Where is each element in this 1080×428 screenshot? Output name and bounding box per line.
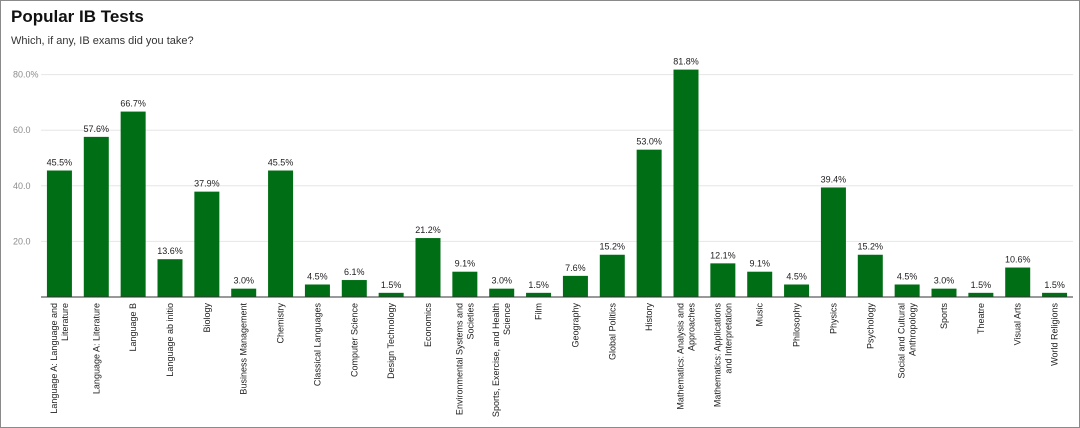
bar bbox=[83, 136, 109, 297]
bar bbox=[304, 284, 330, 297]
data-label: 1.5% bbox=[381, 280, 402, 290]
bar bbox=[820, 187, 846, 297]
data-label: 3.0% bbox=[491, 276, 512, 286]
category-label: Computer Science bbox=[349, 303, 359, 377]
category-label: Mathematics: Applicationsand Interpretat… bbox=[712, 303, 733, 408]
data-label: 3.0% bbox=[233, 276, 254, 286]
category-label: Economics bbox=[423, 303, 433, 348]
y-tick-label: 80.0% bbox=[13, 70, 39, 80]
bar bbox=[341, 280, 367, 297]
data-label: 57.6% bbox=[84, 124, 110, 134]
data-label: 66.7% bbox=[120, 99, 146, 109]
category-label: Language B bbox=[128, 303, 138, 352]
bar bbox=[46, 170, 72, 297]
bar bbox=[157, 259, 183, 297]
y-tick-label: 20.0 bbox=[13, 236, 31, 246]
chart-subtitle: Which, if any, IB exams did you take? bbox=[11, 35, 194, 47]
data-label: 37.9% bbox=[194, 179, 220, 189]
bar bbox=[378, 292, 404, 297]
bar bbox=[452, 271, 478, 297]
data-label: 81.8% bbox=[673, 57, 699, 67]
bar bbox=[120, 111, 146, 297]
category-label: Sports bbox=[939, 303, 949, 330]
bar bbox=[268, 170, 294, 297]
category-label: Philosophy bbox=[792, 303, 802, 348]
bar bbox=[636, 149, 662, 297]
bar bbox=[194, 191, 220, 297]
category-label: Psychology bbox=[865, 303, 875, 350]
category-label: Environmental Systems andSocieties bbox=[454, 303, 475, 416]
bar bbox=[415, 238, 441, 297]
category-label: Language A: Literature bbox=[91, 303, 101, 394]
bar bbox=[1005, 267, 1031, 297]
bar bbox=[1042, 292, 1068, 297]
data-label: 3.0% bbox=[934, 276, 955, 286]
data-label: 53.0% bbox=[636, 137, 662, 147]
data-label: 39.4% bbox=[821, 174, 847, 184]
category-label: Business Management bbox=[239, 303, 249, 395]
data-label: 4.5% bbox=[897, 271, 918, 281]
category-label: Biology bbox=[202, 303, 212, 333]
bar bbox=[562, 275, 588, 297]
bar bbox=[710, 263, 736, 297]
category-label: Language ab initio bbox=[165, 303, 175, 377]
bar bbox=[747, 271, 773, 297]
data-label: 7.6% bbox=[565, 263, 586, 273]
bar bbox=[526, 292, 552, 297]
data-label: 21.2% bbox=[415, 225, 441, 235]
category-label: Social and CulturalAnthropology bbox=[897, 303, 918, 379]
data-label: 13.6% bbox=[157, 246, 183, 256]
data-label: 4.5% bbox=[786, 271, 807, 281]
category-label: Design Technology bbox=[386, 303, 396, 379]
data-label: 15.2% bbox=[600, 242, 626, 252]
bar bbox=[599, 254, 625, 297]
chart-title: Popular IB Tests bbox=[11, 7, 144, 26]
data-label: 6.1% bbox=[344, 267, 365, 277]
bar bbox=[931, 288, 957, 297]
category-label: Visual Arts bbox=[1013, 303, 1023, 346]
category-label: Classical Languages bbox=[312, 303, 322, 387]
bar bbox=[968, 292, 994, 297]
bar bbox=[894, 284, 920, 297]
data-label: 15.2% bbox=[858, 242, 884, 252]
category-label: Geography bbox=[570, 303, 580, 348]
bar bbox=[857, 254, 883, 297]
data-label: 9.1% bbox=[455, 259, 476, 269]
data-label: 45.5% bbox=[47, 158, 73, 168]
category-label: Language A: Language andLiterature bbox=[49, 303, 70, 414]
category-label: Music bbox=[755, 303, 765, 327]
bar bbox=[489, 288, 515, 297]
data-label: 4.5% bbox=[307, 271, 328, 281]
data-label: 9.1% bbox=[749, 259, 770, 269]
data-label: 1.5% bbox=[528, 280, 549, 290]
category-label: Physics bbox=[828, 303, 838, 335]
data-label: 10.6% bbox=[1005, 255, 1031, 265]
category-label: History bbox=[644, 303, 654, 332]
category-label: Mathematics: Analysis andApproaches bbox=[676, 303, 697, 410]
data-label: 45.5% bbox=[268, 158, 294, 168]
data-label: 1.5% bbox=[1044, 280, 1065, 290]
bar bbox=[673, 69, 699, 297]
category-label: Theatre bbox=[976, 303, 986, 334]
category-label: Sports, Exercise, and HealthScience bbox=[491, 303, 512, 417]
y-tick-label: 40.0 bbox=[13, 181, 31, 191]
bar bbox=[784, 284, 810, 297]
category-label: Chemistry bbox=[276, 303, 286, 344]
category-label: World Religions bbox=[1050, 303, 1060, 366]
bar bbox=[231, 288, 257, 297]
data-label: 1.5% bbox=[971, 280, 992, 290]
category-label: Film bbox=[534, 303, 544, 320]
category-label: Global Politics bbox=[607, 303, 617, 361]
y-tick-label: 60.0 bbox=[13, 125, 31, 135]
data-label: 12.1% bbox=[710, 250, 736, 260]
